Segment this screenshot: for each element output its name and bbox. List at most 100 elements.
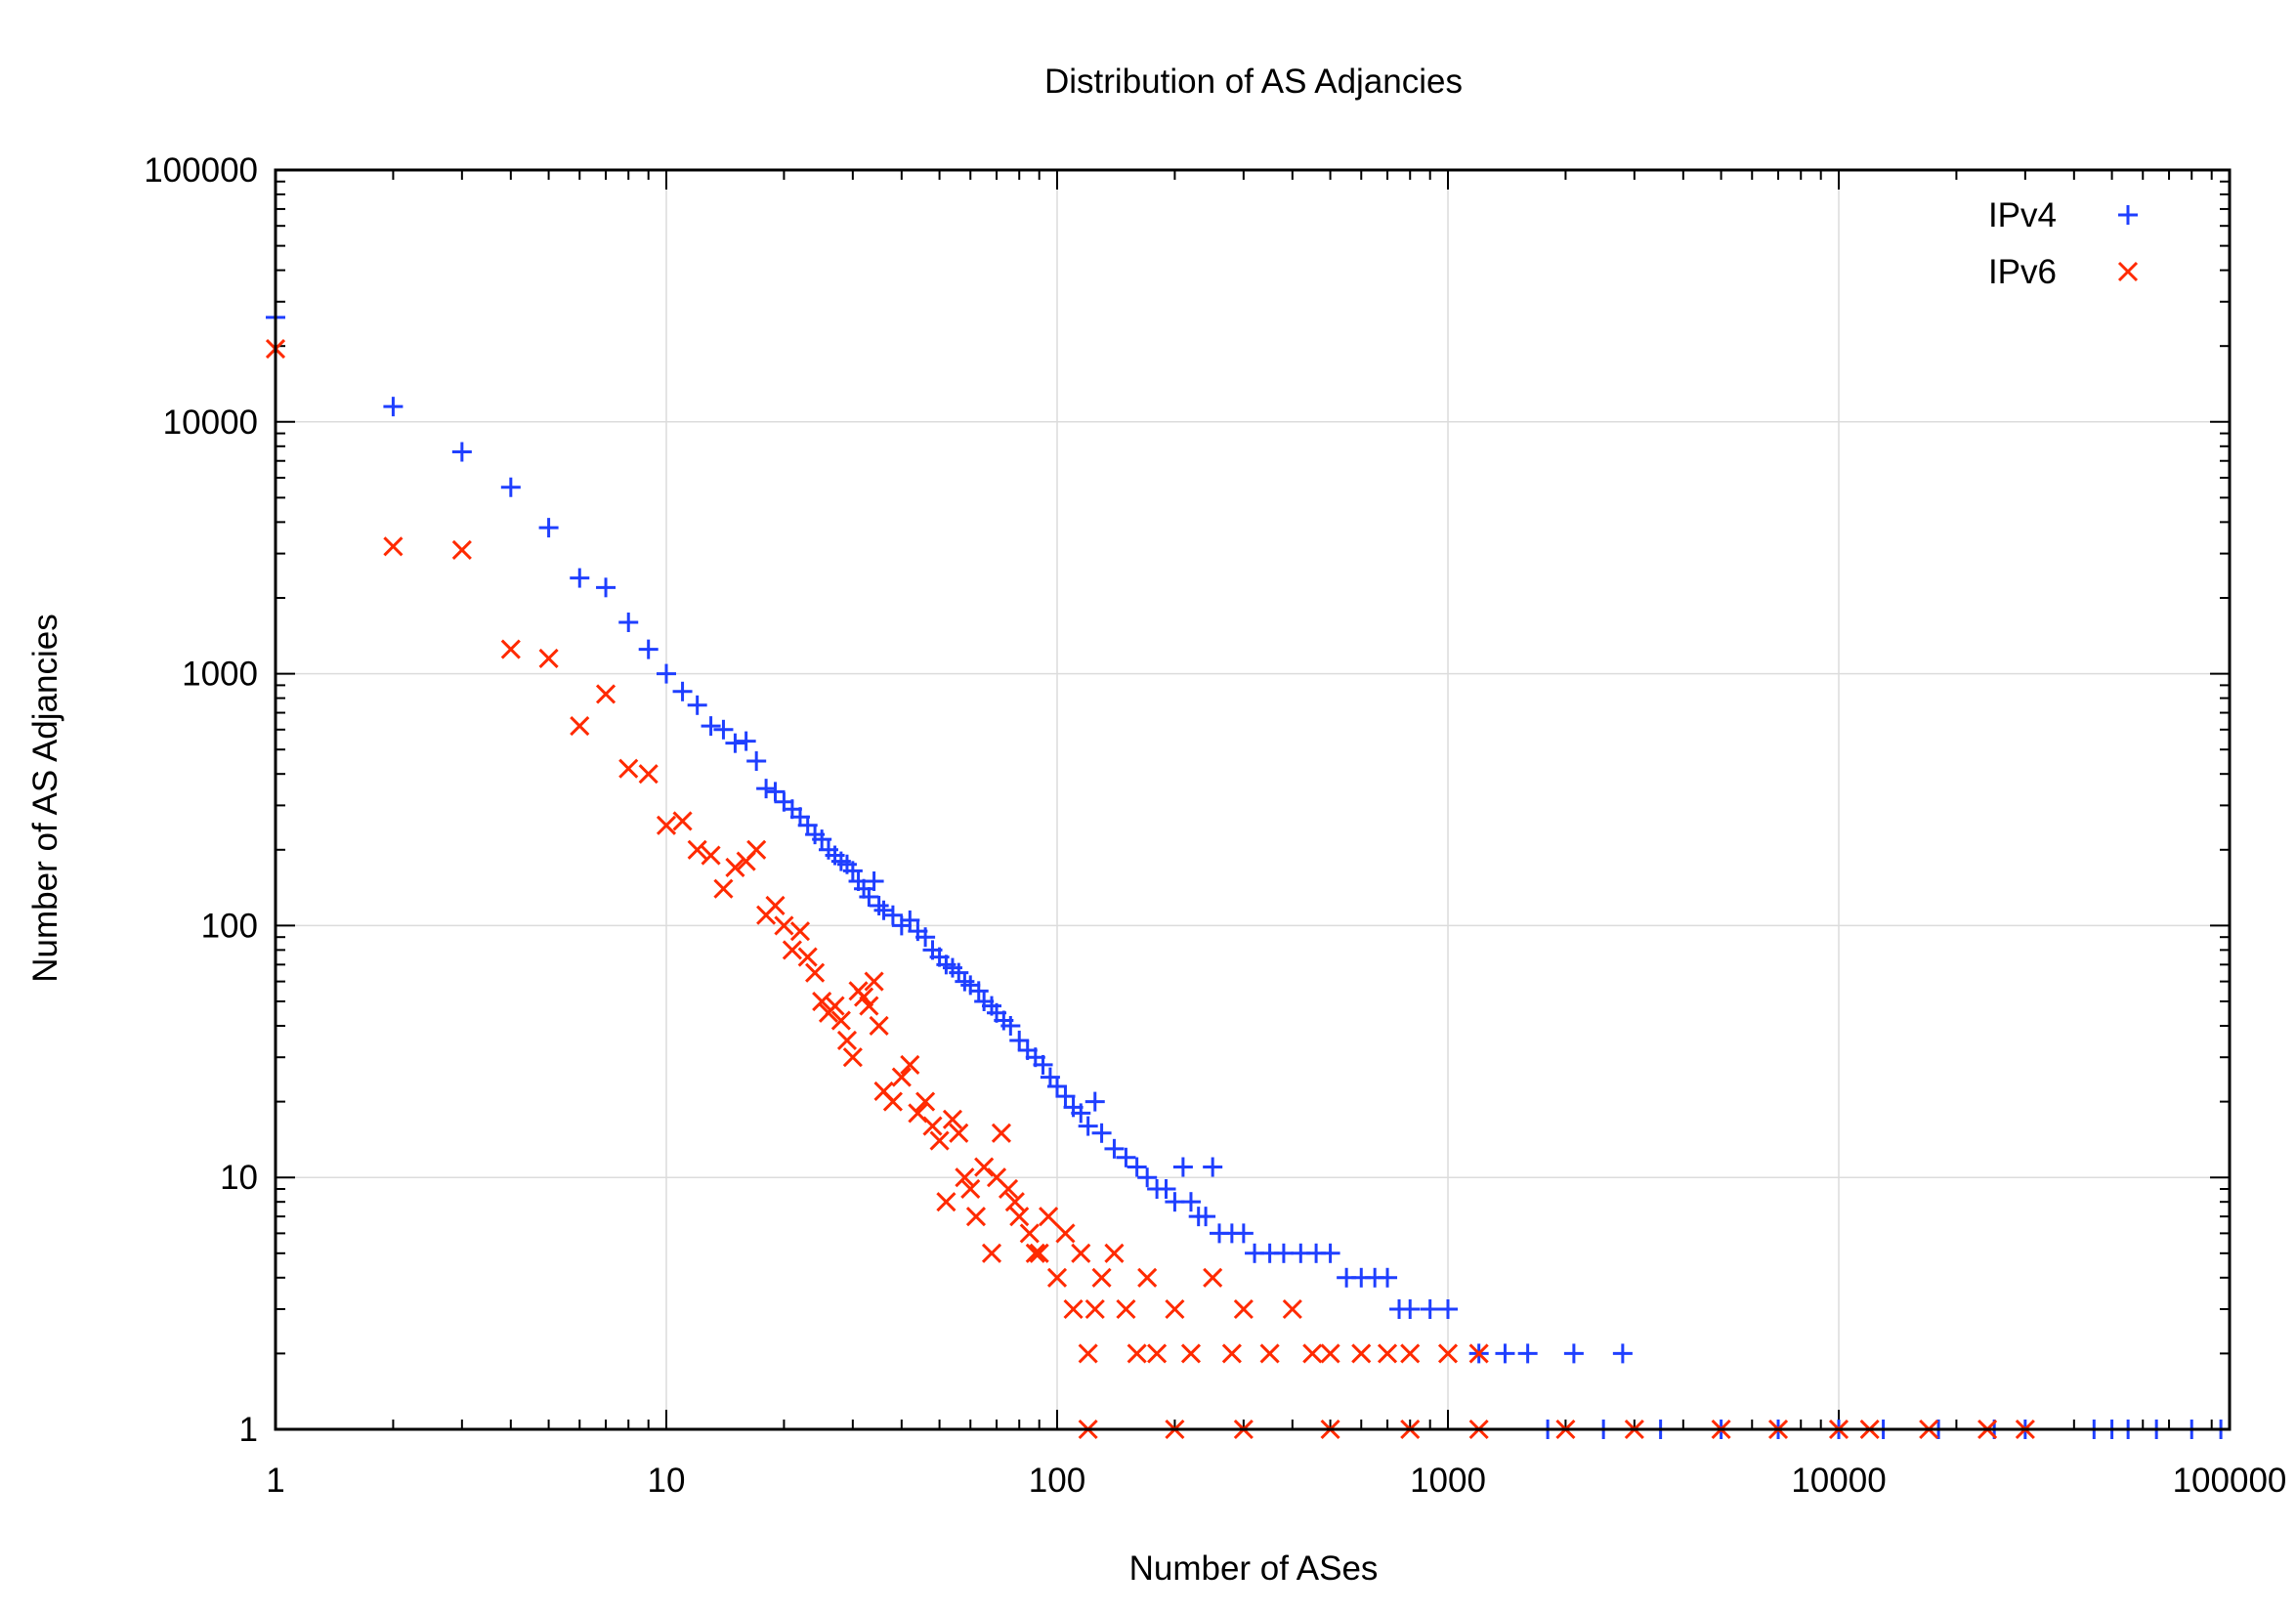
ipv6-point-stroke	[701, 845, 721, 866]
ipv4-point	[900, 910, 920, 930]
ipv6-point	[500, 639, 521, 659]
ipv6-point-stroke	[830, 1010, 851, 1031]
ipv6-point	[672, 811, 693, 831]
x-tick-label: 1000	[1410, 1462, 1486, 1500]
ipv6-point-stroke	[725, 857, 745, 878]
ipv6-point-stroke	[1180, 1343, 1202, 1364]
ipv6-point-stroke	[998, 1178, 1019, 1200]
ipv6-point	[638, 764, 659, 785]
chart-title: Distribution of AS Adjancies	[1044, 63, 1463, 101]
ipv6-point-stroke	[1351, 1343, 1372, 1364]
ipv6-point	[1137, 1267, 1158, 1288]
x-tick-label: 10000	[1791, 1462, 1886, 1500]
ipv4-point	[701, 716, 721, 737]
ipv6-point-stroke	[774, 915, 794, 936]
ipv6-point-stroke	[1282, 1298, 1302, 1320]
ipv6-point-stroke	[1084, 1298, 1105, 1320]
legend-marker-ipv6	[2117, 261, 2139, 282]
ipv6-point-stroke	[965, 1207, 987, 1227]
ipv6-point-stroke	[864, 971, 884, 992]
ipv6-point-stroke	[1116, 1298, 1136, 1320]
y-tick-label: 1000	[182, 656, 258, 694]
ipv6-point-stroke	[1055, 1223, 1076, 1244]
y-tick-label: 1	[239, 1411, 258, 1449]
ipv6-point	[900, 1054, 920, 1075]
ipv6-point-stroke	[929, 1130, 950, 1151]
y-tick-label: 10000	[163, 403, 258, 442]
ipv6-point-stroke	[1091, 1267, 1112, 1288]
ipv4-point	[756, 779, 777, 799]
ipv6-point	[1029, 1243, 1049, 1263]
ipv6-point-stroke	[451, 539, 472, 560]
ipv6-point-stroke	[900, 1054, 920, 1075]
ipv6-point-stroke	[1104, 1243, 1125, 1263]
x-tick-label: 100000	[2173, 1462, 2287, 1500]
ipv6-point	[825, 996, 845, 1016]
legend-marker-ipv6-stroke	[2117, 261, 2139, 282]
ipv6-point	[842, 1047, 863, 1068]
ipv6-point-stroke	[1071, 1243, 1091, 1263]
ipv6-point-stroke	[789, 921, 811, 942]
ipv6-point	[1377, 1343, 1398, 1364]
ipv6-point-stroke	[746, 839, 767, 860]
ipv4-point	[1378, 1267, 1398, 1288]
ipv6-point	[451, 539, 472, 560]
ipv6-point	[656, 815, 677, 835]
ipv4-point	[1233, 1223, 1254, 1244]
ipv6-point	[765, 895, 786, 916]
ipv6-point-stroke	[936, 1192, 957, 1212]
ipv4-point	[570, 568, 590, 588]
ipv4-point	[1000, 1015, 1021, 1036]
ipv6-point-stroke	[1437, 1343, 1459, 1364]
ipv4-point	[1137, 1167, 1158, 1188]
ipv4-point	[1033, 1054, 1053, 1075]
ipv6-point	[1104, 1243, 1125, 1263]
ipv6-point	[701, 845, 721, 866]
ipv4-point	[383, 397, 404, 417]
ipv6-point-stroke	[782, 940, 802, 960]
ipv6-point-stroke	[1004, 1192, 1025, 1212]
ipv6-point	[949, 1123, 969, 1143]
ipv6-point	[1259, 1343, 1280, 1364]
ipv6-point	[1039, 1207, 1059, 1227]
axis-ticks: 1 10 100 1000 10000 100000 1 10 100 1000 10000 1000…	[144, 151, 2286, 1500]
ipv4-point	[618, 612, 639, 632]
ipv6-point-stroke	[942, 1109, 963, 1129]
ipv6-point-stroke	[1320, 1343, 1340, 1364]
ipv4-point	[596, 577, 617, 598]
ipv6-point	[955, 1167, 975, 1188]
ipv6-point	[383, 536, 404, 557]
x-tick-label: 1	[266, 1462, 284, 1500]
ipv6-point-stroke	[1019, 1223, 1040, 1244]
ipv6-point-stroke	[955, 1167, 975, 1188]
ipv4-point	[812, 829, 832, 850]
ipv4-point	[1563, 1343, 1584, 1364]
ipv6-point-stroke	[882, 1091, 903, 1112]
ipv4-point	[451, 442, 472, 462]
ipv6-point	[1091, 1267, 1112, 1288]
ipv6-point-stroke	[1127, 1343, 1147, 1364]
ipv6-point	[1320, 1343, 1340, 1364]
ipv6-point	[713, 878, 734, 899]
ipv6-point	[836, 1030, 858, 1050]
ipv4-point	[1116, 1147, 1136, 1167]
ipv4-point	[1495, 1343, 1515, 1364]
x-axis-label: Number of ASes	[1129, 1549, 1379, 1588]
ipv6-point	[570, 716, 590, 737]
ipv6-point-stroke	[1302, 1343, 1323, 1364]
ipv6-point	[1233, 1298, 1254, 1320]
ipv6-point-stroke	[1046, 1267, 1068, 1288]
ipv6-point	[618, 758, 639, 779]
ipv6-point-stroke	[765, 895, 786, 916]
ipv4-point	[1055, 1086, 1076, 1107]
ipv4-point	[1172, 1157, 1193, 1177]
ipv6-point	[1147, 1343, 1168, 1364]
ipv6-point-stroke	[1377, 1343, 1398, 1364]
ipv6-point-stroke	[1029, 1243, 1049, 1263]
ipv6-point-stroke	[986, 1167, 1007, 1188]
y-axis-label: Number of AS Adjancies	[26, 614, 64, 982]
ipv6-point-stroke	[1063, 1298, 1084, 1320]
ipv6-point-stroke	[1203, 1267, 1223, 1288]
ipv6-point	[869, 1015, 889, 1037]
